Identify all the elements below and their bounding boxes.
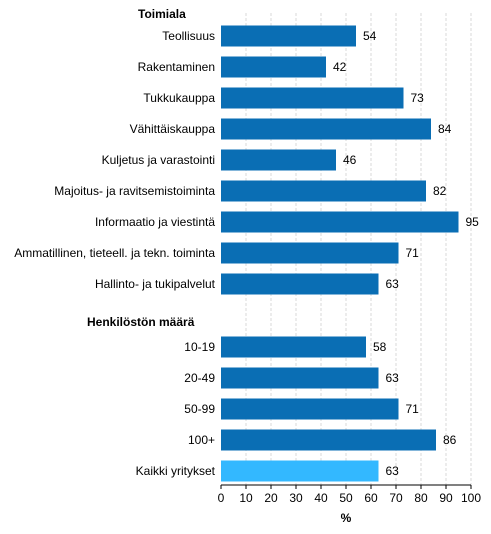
x-tick-label: 20: [264, 491, 278, 505]
bar-0-1: [221, 56, 326, 78]
bar-0-2: [221, 87, 404, 109]
x-tick-label: 80: [414, 491, 428, 505]
x-tick-label: 50: [339, 491, 353, 505]
category-label: Ammatillinen, tieteell. ja tekn. toimint…: [14, 246, 215, 260]
group-title: Henkilöstön määrä: [87, 315, 195, 329]
bar-0-0: [221, 25, 356, 47]
x-tick-label: 100: [461, 491, 481, 505]
category-label: Vähittäiskauppa: [130, 122, 216, 136]
bar-0-4: [221, 149, 336, 171]
bar-0-3: [221, 118, 431, 140]
data-label: 63: [386, 464, 400, 478]
data-label: 46: [343, 153, 357, 167]
data-label: 71: [406, 402, 420, 416]
bar-1-2: [221, 398, 399, 420]
data-label: 63: [386, 277, 400, 291]
data-label: 54: [363, 29, 377, 43]
data-label: 73: [411, 91, 425, 105]
data-label: 71: [406, 246, 420, 260]
data-label: 95: [466, 215, 480, 229]
group-title: Toimiala: [138, 7, 186, 21]
category-label: Rakentaminen: [138, 60, 215, 74]
bar-1-3: [221, 429, 436, 451]
data-label: 84: [438, 122, 452, 136]
bar-1-0: [221, 336, 366, 358]
bar-0-6: [221, 211, 459, 233]
x-tick-label: 30: [289, 491, 303, 505]
category-label: Kaikki yritykset: [136, 464, 216, 478]
data-label: 58: [373, 340, 387, 354]
category-label: 50-99: [184, 402, 215, 416]
category-label: Teollisuus: [162, 29, 215, 43]
category-label: Tukkukauppa: [143, 91, 215, 105]
bar-1-1: [221, 367, 379, 389]
bar-0-7: [221, 242, 399, 264]
category-label: Majoitus- ja ravitsemistoiminta: [54, 184, 215, 198]
data-label: 82: [433, 184, 447, 198]
x-axis-title: %: [341, 511, 352, 525]
x-tick-label: 60: [364, 491, 378, 505]
category-label: Informaatio ja viestintä: [95, 215, 215, 229]
x-tick-label: 40: [314, 491, 328, 505]
category-label: 100+: [188, 433, 215, 447]
bar-layer: [221, 25, 459, 482]
bar-1-4: [221, 460, 379, 482]
label-layer: Toimiala Teollisuus 54 Rakentaminen 42 Tukkuk…: [14, 7, 479, 478]
axis-layer: 0 10 20 30 40 50 60 70 80 90 100%: [218, 484, 481, 525]
category-label: 20-49: [184, 371, 215, 385]
x-tick-label: 70: [389, 491, 403, 505]
x-tick-label: 90: [439, 491, 453, 505]
x-tick-label: 10: [239, 491, 253, 505]
bar-0-5: [221, 180, 426, 202]
bar-0-8: [221, 273, 379, 295]
category-label: Kuljetus ja varastointi: [102, 153, 215, 167]
category-label: Hallinto- ja tukipalvelut: [95, 277, 216, 291]
data-label: 63: [386, 371, 400, 385]
data-label: 42: [333, 60, 347, 74]
category-label: 10-19: [184, 340, 215, 354]
data-label: 86: [443, 433, 457, 447]
x-tick-label: 0: [218, 491, 225, 505]
